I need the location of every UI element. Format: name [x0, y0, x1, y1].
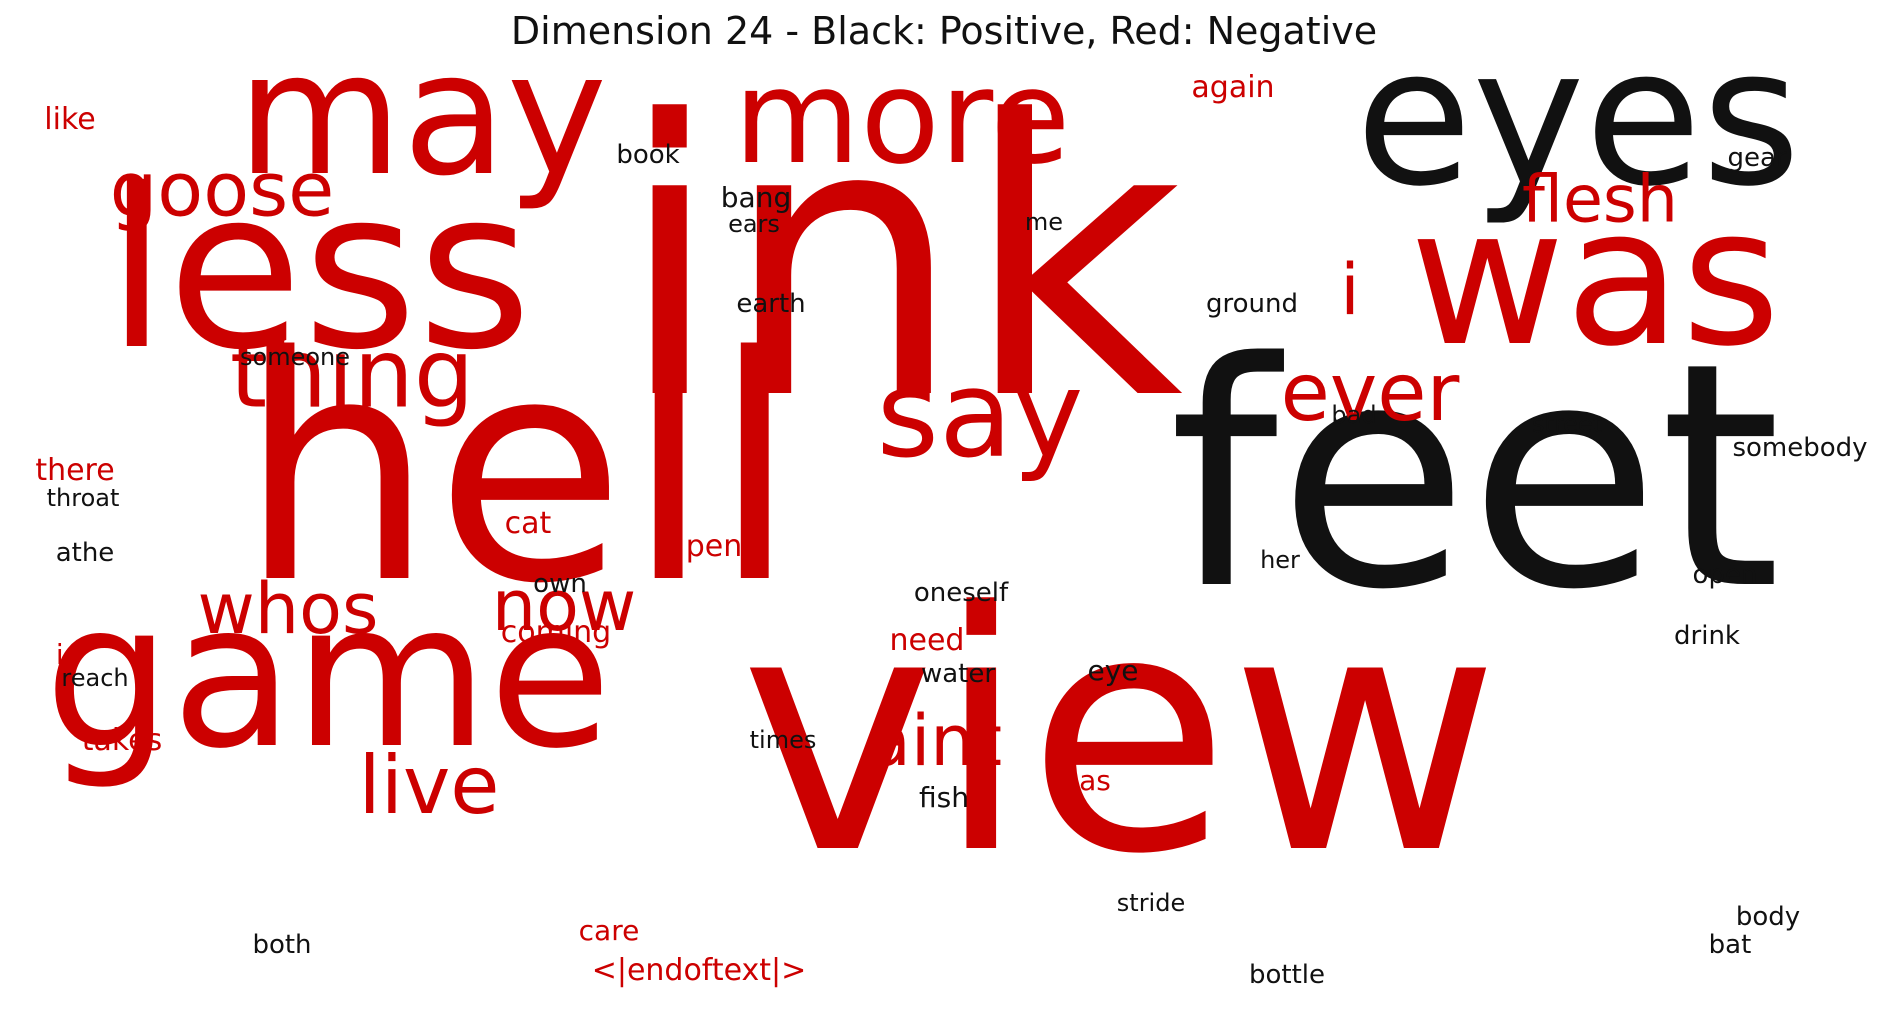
cloud-word: oneself — [913, 578, 1009, 608]
cloud-word: own — [533, 569, 587, 599]
cloud-word: stride — [1116, 889, 1186, 917]
cloud-word: i — [1340, 249, 1360, 331]
cloud-word: as — [1079, 764, 1111, 797]
cloud-word: now — [491, 565, 637, 647]
cloud-word: eyes — [1355, 7, 1801, 228]
cloud-word: reach — [61, 664, 129, 692]
cloud-word: say — [876, 346, 1084, 485]
cloud-word: may — [236, 16, 608, 214]
cloud-word: coming — [500, 615, 612, 650]
cloud-word: more — [733, 41, 1071, 193]
cloud-word: her — [1260, 546, 1300, 574]
cloud-word: care — [578, 914, 640, 947]
cloud-word: body — [1735, 902, 1801, 932]
cloud-word: bang — [720, 181, 792, 214]
cloud-word: eye — [1087, 654, 1139, 687]
cloud-word: there — [35, 453, 115, 488]
cloud-word: open — [1692, 560, 1758, 590]
cloud-word: cat — [504, 506, 552, 541]
cloud-word: need — [889, 623, 965, 658]
cloud-word: times — [749, 726, 817, 754]
cloud-word: less — [106, 142, 532, 398]
cloud-word: aint — [867, 700, 1003, 782]
cloud-word: whos — [197, 568, 379, 650]
cloud-word: ever — [1280, 346, 1460, 439]
cloud-word: water — [920, 659, 996, 689]
cloud-word: street — [1531, 410, 1603, 438]
cloud-word: ground — [1206, 289, 1298, 319]
cloud-word: thing — [229, 319, 475, 430]
cloud-word: flesh — [1522, 162, 1678, 238]
cloud-word: feet — [1168, 297, 1782, 658]
cloud-word: live — [358, 739, 500, 832]
cloud-word: earth — [736, 289, 806, 319]
cloud-word: book — [616, 140, 680, 170]
cloud-word: someone — [240, 343, 350, 371]
cloud-word: athe — [55, 538, 115, 568]
cloud-word: gear — [1727, 143, 1787, 173]
cloud-word: pen — [685, 529, 743, 564]
cloud-word: bat — [1708, 930, 1752, 960]
cloud-word: was — [1409, 167, 1781, 388]
cloud-word: hell — [238, 291, 798, 652]
cloud-word: bad — [1331, 401, 1377, 429]
cloud-word: fish — [919, 781, 969, 814]
cloud-word: view — [740, 542, 1500, 926]
cloud-word: like — [44, 102, 96, 137]
cloud-word: somebody — [1732, 433, 1868, 463]
cloud-word: again — [1191, 70, 1275, 105]
cloud-word: game — [44, 560, 612, 793]
cloud-word: <|endoftext|> — [591, 953, 807, 988]
cloud-word: both — [252, 930, 312, 960]
cloud-word: ears — [728, 210, 780, 238]
cloud-word: is — [55, 638, 79, 671]
cloud-word: goose — [109, 145, 335, 234]
cloud-word: takes — [81, 723, 163, 758]
cloud-word: bottle — [1248, 960, 1326, 990]
cloud-word: me — [1024, 208, 1064, 236]
page-title: Dimension 24 - Black: Positive, Red: Neg… — [510, 9, 1378, 53]
cloud-word: throat — [46, 484, 120, 512]
cloud-word: ink — [616, 40, 1184, 483]
cloud-word: drink — [1674, 621, 1740, 651]
